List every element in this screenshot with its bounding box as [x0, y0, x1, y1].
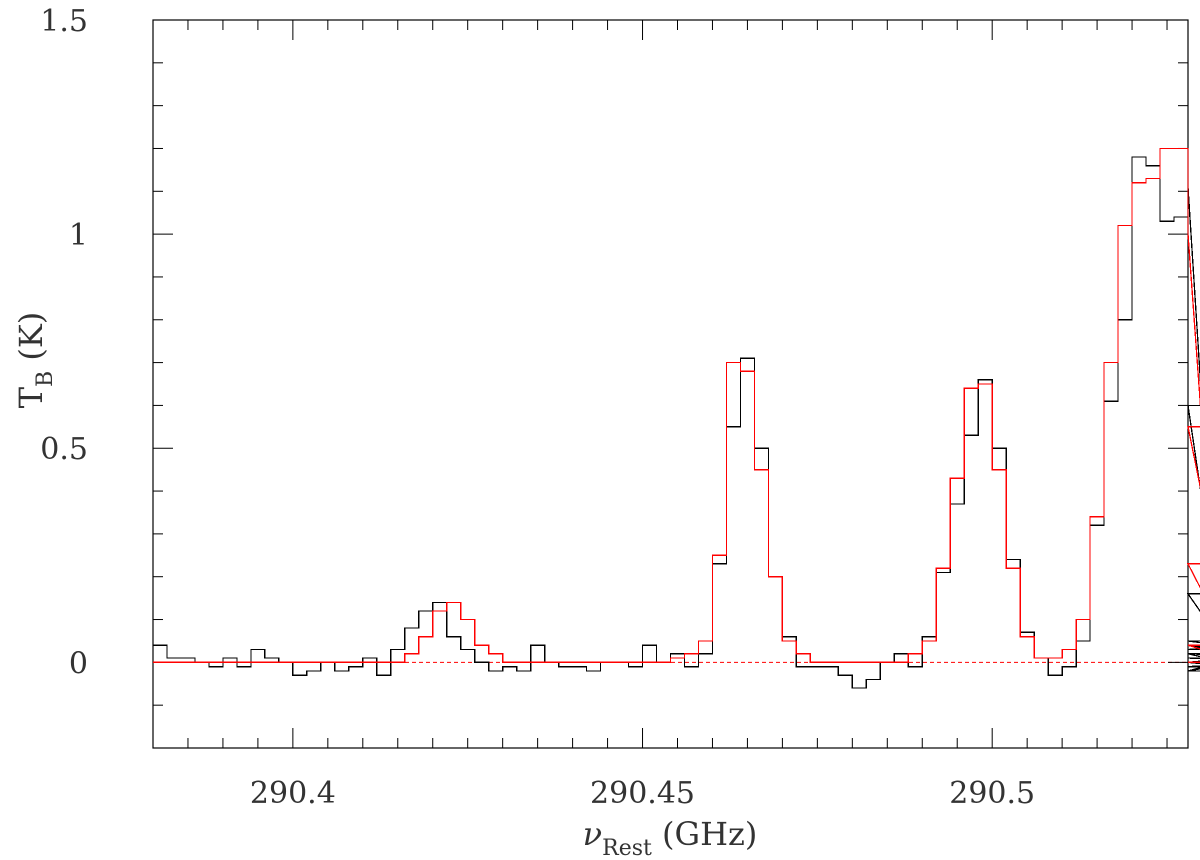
x-ticks — [152, 20, 1168, 748]
x-axis-unit-text: (GHz) — [662, 815, 757, 853]
y-axis-unit — [12, 361, 50, 371]
x-tick-label: 290.45 — [590, 776, 695, 811]
x-axis-title: νRest (GHz) — [583, 815, 758, 860]
y-axis-subscript: B — [33, 371, 58, 387]
y-tick-label: 1.5 — [40, 4, 88, 39]
y-axis-unit-text: (K) — [12, 312, 50, 361]
x-tick-labels: 290.4 290.45 290.5 — [250, 776, 1035, 811]
y-tick-label: 0 — [69, 646, 88, 681]
plot-frame — [152, 19, 1189, 749]
observed-spectrum-line — [153, 156, 1200, 689]
x-axis-unit — [652, 815, 662, 853]
x-axis-subscript: Rest — [602, 836, 652, 860]
x-axis-symbol: ν — [583, 815, 602, 853]
x-tick-label: 290.4 — [250, 776, 336, 811]
y-tick-label: 0.5 — [40, 432, 88, 467]
series-layer — [153, 147, 1200, 689]
y-tick-label: 1 — [69, 218, 88, 253]
y-ticks — [153, 19, 1188, 749]
y-tick-labels: 0 0.5 1 1.5 — [40, 4, 88, 681]
y-axis-symbol: T — [12, 386, 50, 408]
y-axis-title: TB (K) — [12, 312, 58, 409]
y-axis-title-group: TB (K) — [12, 312, 58, 409]
x-tick-label: 290.5 — [949, 776, 1035, 811]
model-spectrum-line — [153, 147, 1200, 663]
